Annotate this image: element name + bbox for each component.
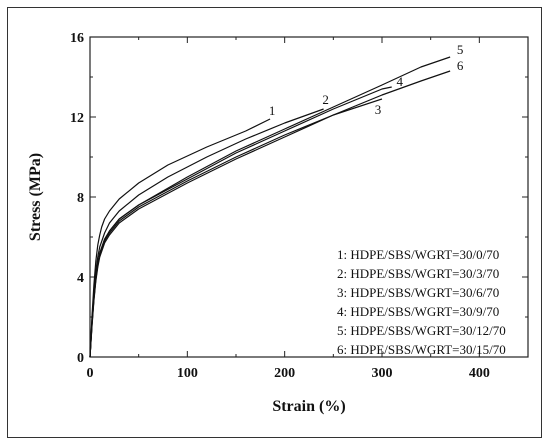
axis-ticks <box>89 36 529 358</box>
x-axis-title: Strain (%) <box>272 398 345 415</box>
figure-frame <box>7 7 542 438</box>
legend-entry: 6: HDPE/SBS/WGRT=30/15/70 <box>337 342 506 357</box>
legend-entry: 5: HDPE/SBS/WGRT=30/12/70 <box>337 323 506 338</box>
legend-entry: 1: HDPE/SBS/WGRT=30/0/70 <box>337 247 499 262</box>
x-tick-label: 400 <box>469 366 490 381</box>
y-axis-title: Stress (MPa) <box>27 153 44 241</box>
y-tick-label: 12 <box>70 111 84 126</box>
x-tick-label: 300 <box>372 366 393 381</box>
x-tick-label: 200 <box>274 366 295 381</box>
y-tick-label: 8 <box>77 191 84 206</box>
curve-label-2: 2 <box>322 92 329 107</box>
legend-entry: 2: HDPE/SBS/WGRT=30/3/70 <box>337 266 499 281</box>
data-curves <box>89 56 451 358</box>
y-tick-label: 16 <box>70 31 84 46</box>
y-tick-label: 4 <box>77 271 84 286</box>
x-tick-label: 0 <box>87 366 94 381</box>
series-line-2 <box>89 108 324 358</box>
legend: 1: HDPE/SBS/WGRT=30/0/70 2: HDPE/SBS/WGRT… <box>337 247 506 357</box>
legend-entry: 4: HDPE/SBS/WGRT=30/9/70 <box>337 304 499 319</box>
x-tick-label: 100 <box>177 366 198 381</box>
series-line-6 <box>89 70 451 358</box>
curve-label-1: 1 <box>269 103 276 118</box>
y-tick-label: 0 <box>77 351 84 366</box>
curve-label-3: 3 <box>375 102 382 117</box>
curve-label-5: 5 <box>457 42 464 57</box>
curve-label-6: 6 <box>457 58 464 73</box>
curve-label-4: 4 <box>396 74 403 89</box>
legend-entry: 3: HDPE/SBS/WGRT=30/6/70 <box>337 285 499 300</box>
series-line-1 <box>89 118 271 358</box>
